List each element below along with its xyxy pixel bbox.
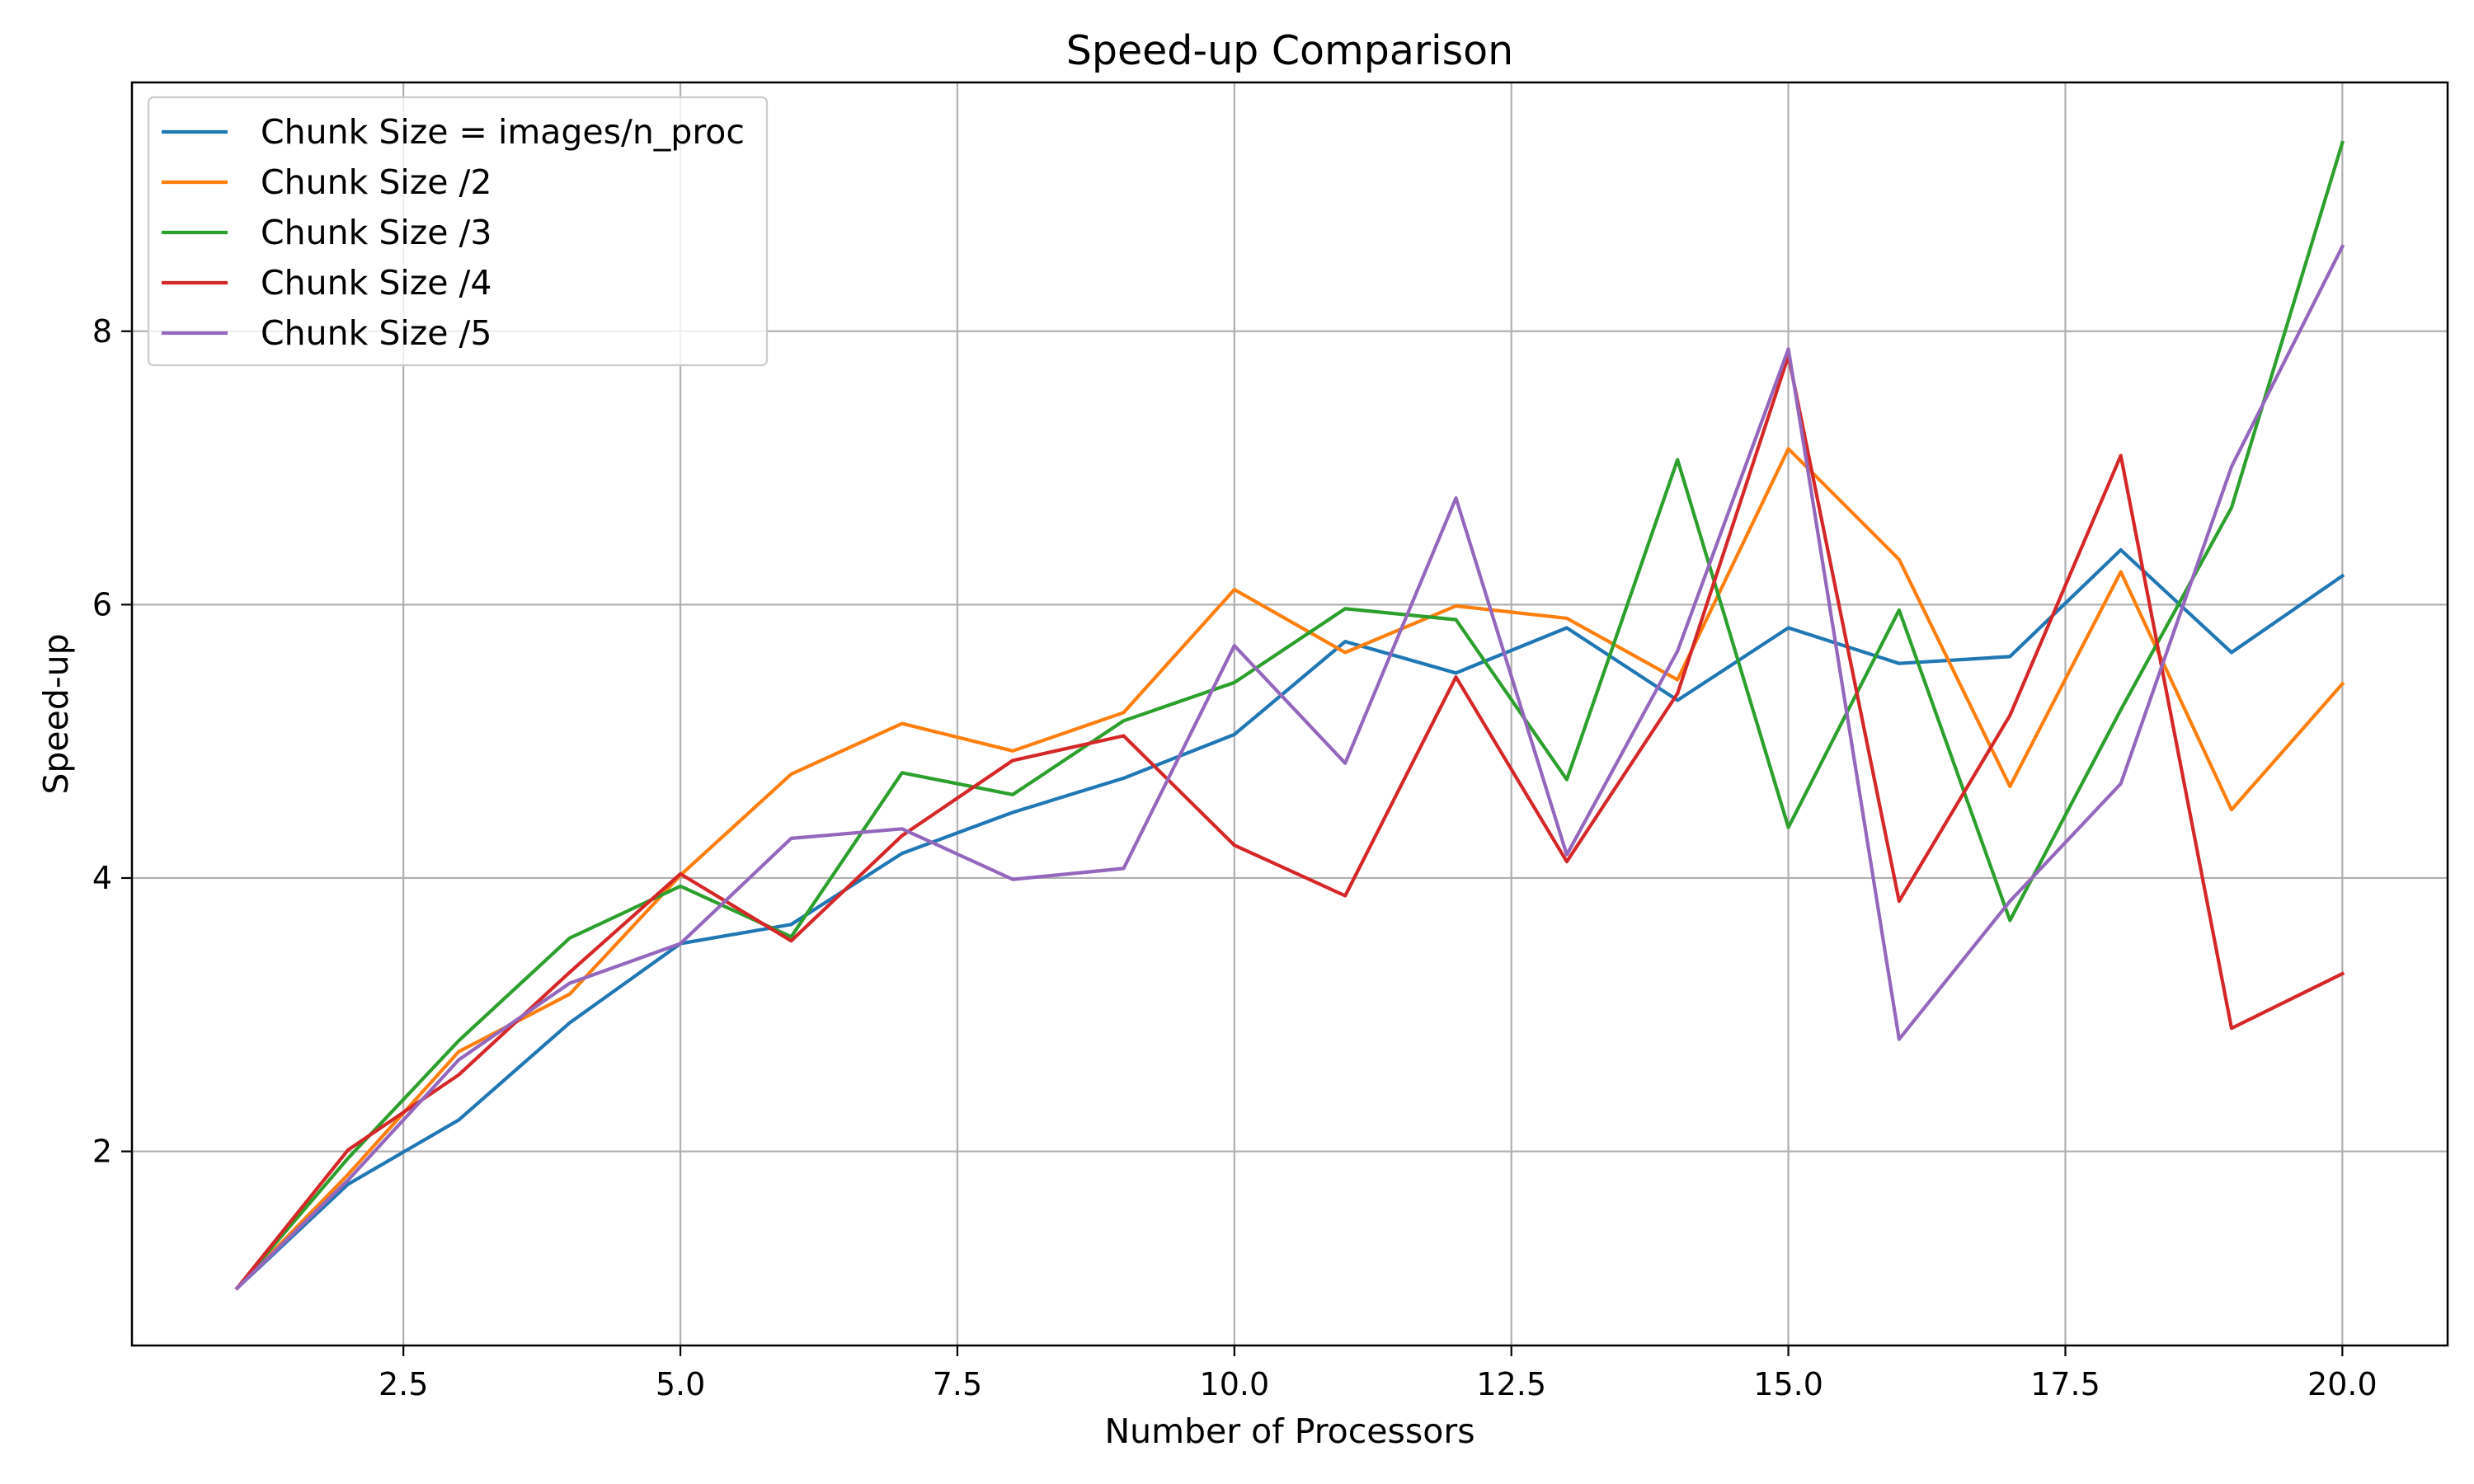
legend: Chunk Size = images/n_proc Chunk Size /2 C… [147,96,769,367]
series-line [234,244,2345,1291]
series-line [234,354,2345,1291]
x-tick-label: 2.5 [379,1366,428,1402]
x-tick-label: 15.0 [1753,1366,1823,1402]
x-tick-label: 20.0 [2307,1366,2378,1402]
x-tick-label: 17.5 [2030,1366,2100,1402]
legend-label: Chunk Size /3 [261,213,492,252]
y-tick-label: 8 [92,313,112,350]
chart-title: Speed-up Comparison [1066,27,1513,74]
x-axis-label: Number of Processors [1104,1411,1475,1451]
legend-label: Chunk Size /4 [261,263,492,303]
legend-label: Chunk Size /2 [261,162,492,202]
axis-ticks: 2.5 5.0 7.5 10.0 12.5 15.0 17.5 20.0 2 4 6 8 [92,313,2378,1402]
x-tick-label: 5.0 [656,1366,705,1402]
x-tick-label: 10.0 [1200,1366,1270,1402]
x-tick-label: 7.5 [933,1366,982,1402]
series-line [234,140,2345,1291]
y-tick-label: 2 [92,1134,112,1170]
y-tick-label: 4 [92,860,112,896]
legend-label: Chunk Size /5 [261,313,492,353]
series-line [234,547,2345,1291]
series-lines [234,140,2345,1291]
legend-label: Chunk Size = images/n_proc [261,112,745,152]
y-tick-label: 6 [92,586,112,622]
x-tick-label: 12.5 [1476,1366,1546,1402]
y-axis-label: Speed-up [36,633,76,794]
plot-frame [130,81,2449,1347]
legend-box [147,96,769,367]
